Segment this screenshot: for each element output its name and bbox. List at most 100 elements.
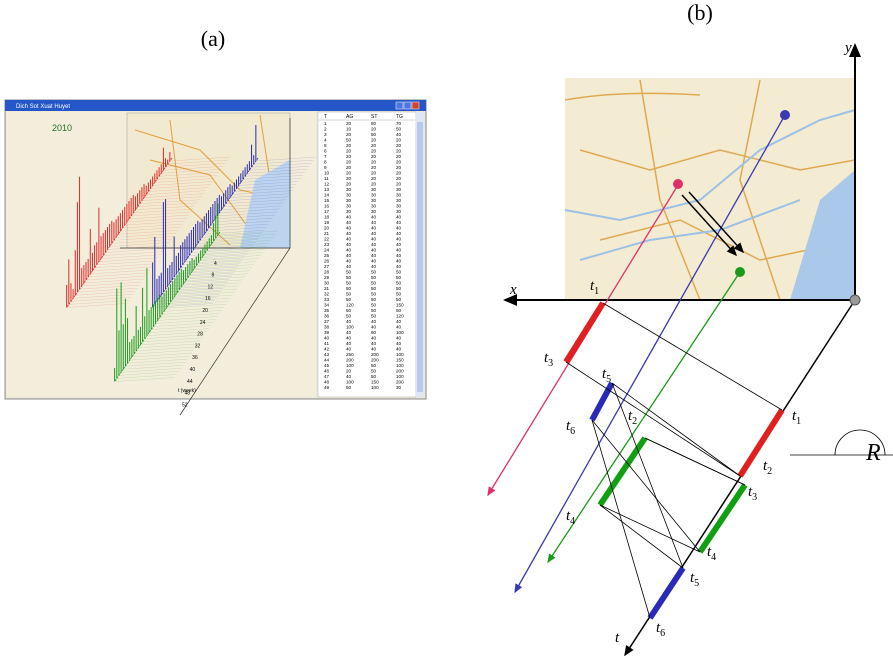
table-cell: 50 [346, 281, 352, 286]
axis-label: t [615, 630, 620, 646]
table-cell: 50 [346, 385, 352, 390]
table-cell: 200 [346, 358, 354, 363]
region-label: R [865, 440, 881, 466]
table-cell: 10 [346, 127, 352, 132]
table-cell: 100 [396, 330, 404, 335]
table-cell: 20 [346, 149, 352, 154]
track-line [548, 272, 740, 562]
connector [603, 303, 782, 410]
table-cell: 20 [396, 138, 402, 143]
table-cell: 40 [396, 220, 402, 225]
location-dot [780, 110, 790, 120]
table-cell: 2 [324, 127, 327, 132]
table-cell: 40 [371, 237, 377, 242]
table-cell: 13 [324, 187, 330, 192]
tick-label: 28 [197, 332, 203, 338]
table-cell: 50 [396, 292, 402, 297]
minimize-button[interactable] [396, 102, 403, 109]
table-cell: 30 [396, 193, 402, 198]
table-cell: 18 [324, 215, 330, 220]
table-cell: 50 [396, 286, 402, 291]
table-cell: 20 [346, 154, 352, 159]
table-cell: 30 [346, 187, 352, 192]
time-label-sub: 6 [570, 426, 575, 437]
scroll-thumb[interactable] [417, 122, 423, 392]
figure: (a) (b) Dich Sot Xuat Huyet 2010 t (week… [0, 0, 893, 658]
table-cell: 250 [346, 352, 354, 357]
table-cell: 40 [346, 319, 352, 324]
table-cell: 40 [396, 237, 402, 242]
table-cell: 20 [396, 154, 402, 159]
time-label: t4 [707, 544, 716, 563]
time-label-sub: 4 [570, 516, 575, 527]
table-cell: 20 [346, 176, 352, 181]
time-label: t2 [628, 408, 637, 427]
table-cell: 50 [371, 374, 377, 379]
maximize-button[interactable] [404, 102, 411, 109]
table-cell: 40 [371, 220, 377, 225]
table-cell: 50 [346, 314, 352, 319]
tick-label: 52 [182, 402, 188, 408]
time-label-sub: 2 [632, 416, 637, 427]
panel-label: (a) [201, 26, 225, 51]
table-cell: 40 [371, 215, 377, 220]
table-cell: 70 [396, 121, 402, 126]
table-cell: 40 [396, 341, 402, 346]
table-cell: 40 [371, 248, 377, 253]
table-cell: 40 [396, 259, 402, 264]
table-cell: 37 [324, 319, 330, 324]
table-cell: 20 [346, 165, 352, 170]
table-cell: 22 [324, 237, 330, 242]
time-label: t3 [544, 350, 553, 369]
table-cell: 40 [396, 242, 402, 247]
table-cell: 40 [346, 231, 352, 236]
location-dot [735, 267, 745, 277]
table-cell: 40 [346, 347, 352, 352]
table-cell: 40 [371, 341, 377, 346]
time-label-sub: 5 [694, 578, 699, 589]
table-cell: 50 [371, 308, 377, 313]
table-cell: 150 [396, 358, 404, 363]
table-cell: 30 [371, 193, 377, 198]
table-cell: 40 [346, 226, 352, 231]
interval [740, 410, 782, 476]
table-cell: 7 [324, 154, 327, 159]
table-cell: 100 [396, 363, 404, 368]
table-cell: 4 [324, 138, 327, 143]
close-button[interactable] [412, 102, 419, 109]
table-cell: 23 [324, 242, 330, 247]
table-cell: 20 [371, 182, 377, 187]
tick-label: 16 [205, 296, 211, 302]
table-cell: 40 [324, 336, 330, 341]
time-label-sub: 3 [548, 358, 553, 369]
interval [592, 383, 612, 420]
connector [645, 438, 745, 485]
table-cell: 20 [371, 149, 377, 154]
interval [650, 568, 683, 618]
table-cell: 30 [371, 198, 377, 203]
table-header: ST [371, 114, 377, 120]
table-cell: 31 [324, 286, 330, 291]
table-cell: 20 [346, 369, 352, 374]
table-cell: 40 [346, 220, 352, 225]
table-header: TG [396, 114, 403, 120]
table-cell: 20 [396, 160, 402, 165]
table-cell: 20 [371, 138, 377, 143]
tick-label: 24 [200, 320, 206, 326]
table-cell: 30 [371, 209, 377, 214]
interval [700, 485, 745, 552]
table-cell: 50 [371, 286, 377, 291]
table-cell: 100 [371, 385, 379, 390]
table-cell: 30 [396, 204, 402, 209]
tick-label: 32 [195, 343, 201, 349]
table-cell: 40 [371, 347, 377, 352]
time-label-sub: 1 [594, 286, 599, 297]
table-cell: 40 [396, 325, 402, 330]
table-cell: 41 [324, 341, 330, 346]
table-header: T [324, 114, 327, 120]
time-label-sub: 3 [752, 492, 757, 503]
table-cell: 15 [324, 198, 330, 203]
table-cell: 40 [346, 336, 352, 341]
table-cell: 40 [396, 347, 402, 352]
table-cell: 200 [371, 358, 379, 363]
